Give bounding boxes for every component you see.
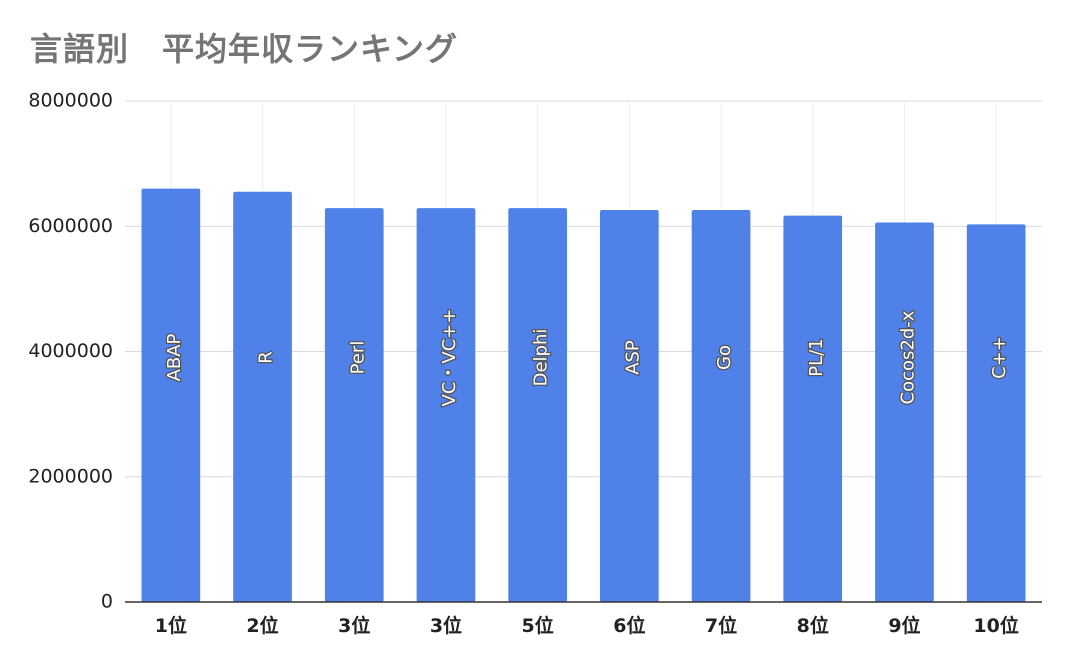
bar bbox=[233, 191, 292, 602]
bar bbox=[508, 208, 567, 602]
x-tick-label: 2位 bbox=[246, 614, 278, 637]
bar bbox=[966, 224, 1026, 602]
x-axis-ticks: 1位 2位 3位 3位 5位 6位 7位 8位 9位 10位 bbox=[155, 614, 1019, 637]
bar-data-label: Go bbox=[714, 345, 735, 370]
bar-data-label: PL/1 bbox=[806, 338, 827, 376]
bar-data-label: Delphi bbox=[531, 329, 552, 387]
x-tick-label: 8位 bbox=[797, 614, 829, 637]
bar-data-label: C++ bbox=[989, 336, 1010, 379]
bar-data-label: VC・VC++ bbox=[439, 309, 460, 407]
bar bbox=[783, 215, 843, 602]
x-tick-label: 10位 bbox=[973, 614, 1018, 637]
bar-data-label: Cocos2d-x bbox=[897, 310, 918, 404]
y-tick-label: 4000000 bbox=[28, 340, 113, 362]
bar-data-label: ASP bbox=[622, 340, 643, 375]
x-tick-label: 6位 bbox=[613, 614, 645, 637]
bar bbox=[141, 188, 201, 603]
x-tick-label: 5位 bbox=[522, 614, 554, 637]
y-tick-label: 2000000 bbox=[28, 465, 113, 487]
bar bbox=[875, 222, 934, 602]
chart-title: 言語別 平均年収ランキング bbox=[30, 30, 459, 68]
bar-data-label: Perl bbox=[347, 341, 368, 375]
bar bbox=[600, 209, 659, 602]
x-tick-label: 1位 bbox=[155, 614, 187, 637]
bar-data-label: ABAP bbox=[164, 333, 185, 381]
bar bbox=[324, 208, 384, 602]
bar bbox=[416, 208, 476, 602]
bar-data-label: R bbox=[256, 351, 277, 364]
x-tick-label: 9位 bbox=[888, 614, 920, 637]
bar-labels: ABAP R Perl VC・VC++ Delphi ASP Go PL/1 Cocos2d-x… bbox=[163, 307, 1012, 408]
x-tick-label: 3位 bbox=[430, 614, 462, 637]
y-axis-ticks: 0 2000000 4000000 6000000 8000000 bbox=[28, 90, 113, 613]
y-tick-label: 0 bbox=[101, 591, 113, 613]
y-tick-label: 8000000 bbox=[28, 90, 113, 112]
x-tick-label: 7位 bbox=[705, 614, 737, 637]
bars bbox=[141, 188, 1026, 603]
x-tick-label: 3位 bbox=[338, 614, 370, 637]
y-tick-label: 6000000 bbox=[28, 215, 113, 237]
bar bbox=[691, 209, 751, 602]
